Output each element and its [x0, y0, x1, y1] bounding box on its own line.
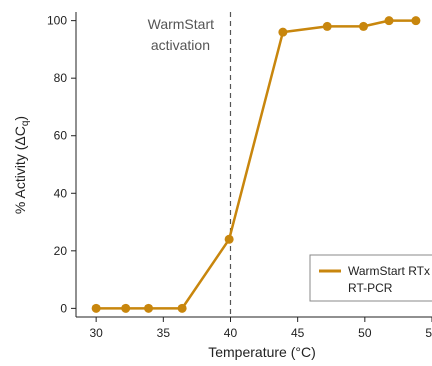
x-ticks: 30 35 40 45 50 55 — [89, 317, 432, 340]
activation-label-line2: activation — [151, 37, 210, 53]
y-tick-label: 100 — [47, 14, 67, 28]
y-tick-label: 80 — [54, 71, 68, 85]
series-line — [96, 19, 416, 310]
series-group — [91, 16, 421, 313]
data-point — [358, 21, 368, 31]
y-ticks: 0 20 40 60 80 100 — [47, 14, 76, 315]
data-point — [224, 234, 234, 244]
y-tick-label: 0 — [60, 301, 67, 315]
legend-label-line2: RT-PCR — [348, 281, 393, 295]
data-point — [121, 303, 131, 313]
legend-label-line1: WarmStart RTx — [348, 264, 430, 278]
activation-label-line1: WarmStart — [148, 16, 214, 32]
y-tick-label: 40 — [54, 186, 68, 200]
y-axis-title-main: % Activity (ΔC — [12, 126, 28, 214]
x-tick-label: 40 — [224, 326, 238, 340]
y-tick-label: 60 — [54, 129, 68, 143]
x-axis-title: Temperature (°C) — [208, 344, 316, 360]
y-tick-label: 20 — [54, 244, 68, 258]
y-axis-title-sub: q — [20, 121, 31, 127]
x-tick-label: 35 — [157, 326, 171, 340]
data-point — [91, 303, 101, 313]
y-axis-title: % Activity (ΔCq) — [12, 116, 31, 214]
data-point — [322, 21, 332, 31]
data-point — [411, 16, 421, 26]
warmstart-activation-annotation: WarmStart activation — [148, 12, 232, 317]
x-tick-label: 50 — [358, 326, 372, 340]
data-point — [144, 303, 154, 313]
data-point — [384, 16, 394, 26]
data-point — [177, 303, 187, 313]
axes — [75, 12, 432, 318]
legend: WarmStart RTx RT-PCR — [309, 254, 432, 302]
data-point — [278, 27, 288, 37]
x-tick-label: 30 — [89, 326, 103, 340]
x-tick-label: 45 — [291, 326, 305, 340]
y-axis-title-close: ) — [12, 116, 28, 121]
legend-box — [309, 254, 432, 302]
x-tick-label: 55 — [425, 326, 432, 340]
